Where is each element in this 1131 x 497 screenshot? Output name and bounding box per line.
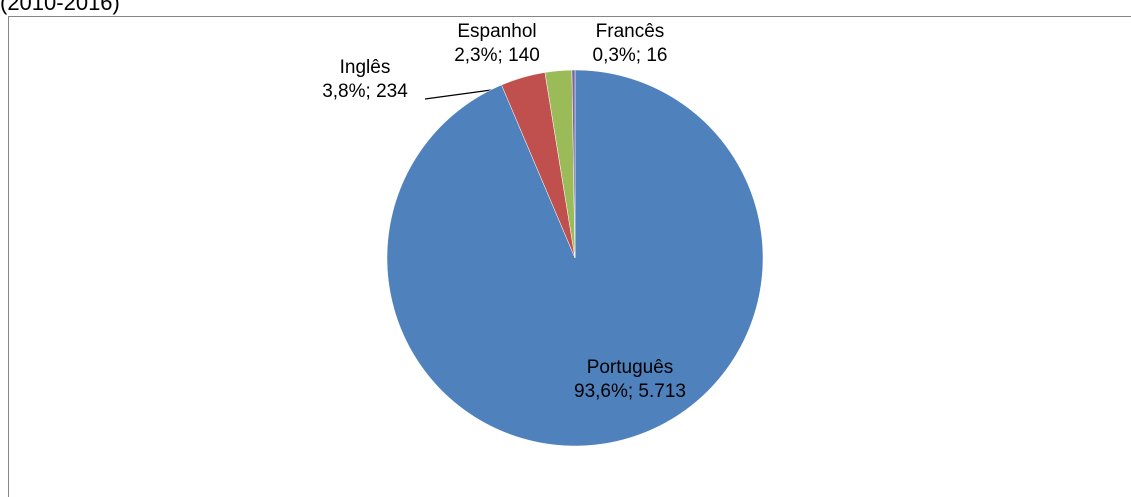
slice-label: Português	[587, 357, 674, 378]
chart-subtitle: (2010-2016)	[0, 0, 120, 15]
slice-label: Espanhol	[457, 21, 536, 42]
slice-value-label: 2,3%; 140	[454, 45, 540, 66]
slice-value-label: 3,8%; 234	[322, 81, 408, 102]
pie-slice	[571, 69, 576, 259]
slice-label: Francês	[596, 21, 665, 42]
slice-value-label: 0,3%; 16	[593, 45, 668, 66]
slice-label: Inglês	[340, 57, 391, 78]
slice-value-label: 93,6%; 5.713	[574, 381, 686, 402]
